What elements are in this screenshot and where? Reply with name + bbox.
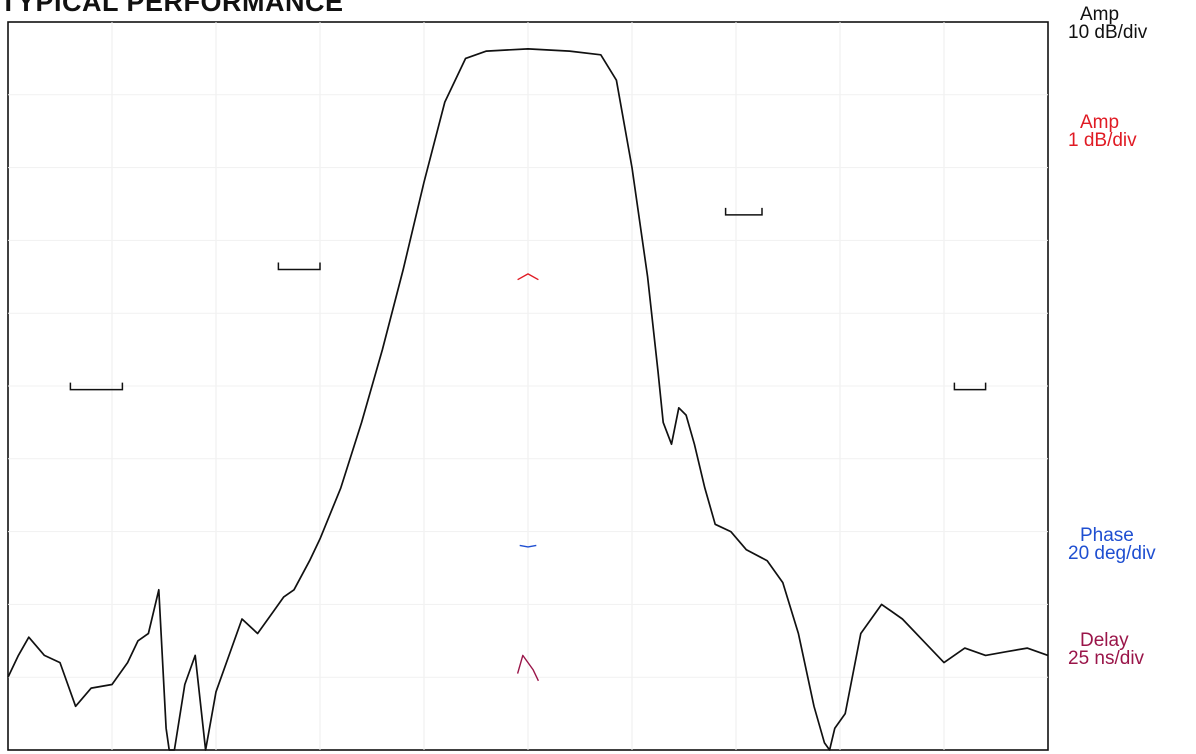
spec-brackets xyxy=(69,207,987,391)
series-line xyxy=(7,48,1049,751)
legend-scale: 20 deg/div xyxy=(1068,543,1156,564)
spec-bracket xyxy=(277,262,321,271)
spec-bracket xyxy=(69,382,124,391)
legend-name: Delay xyxy=(1080,630,1129,651)
legend-amp-1db: Amp 1 dB/div xyxy=(1068,112,1137,151)
legend-scale: 10 dB/div xyxy=(1068,22,1148,43)
spec-bracket xyxy=(953,382,987,391)
legend-phase: Phase 20 deg/div xyxy=(1068,525,1156,564)
series-line xyxy=(516,654,540,682)
legend-delay: Delay 25 ns/div xyxy=(1068,630,1145,669)
legend-name: Amp xyxy=(1080,112,1120,133)
chart-plot xyxy=(7,21,1049,751)
legend-scale: 25 ns/div xyxy=(1068,648,1145,669)
chart-traces xyxy=(7,48,1049,751)
chart-title: TYPICAL PERFORMANCE xyxy=(0,0,344,17)
spec-bracket xyxy=(724,207,763,216)
plot-grid xyxy=(7,21,1049,751)
legend-name: Amp xyxy=(1080,4,1120,25)
series-line xyxy=(517,273,539,281)
legend-amp-10db: Amp 10 dB/div xyxy=(1068,4,1148,43)
legend-scale: 1 dB/div xyxy=(1068,130,1137,151)
legend-name: Phase xyxy=(1080,525,1134,546)
series-line xyxy=(519,544,537,548)
